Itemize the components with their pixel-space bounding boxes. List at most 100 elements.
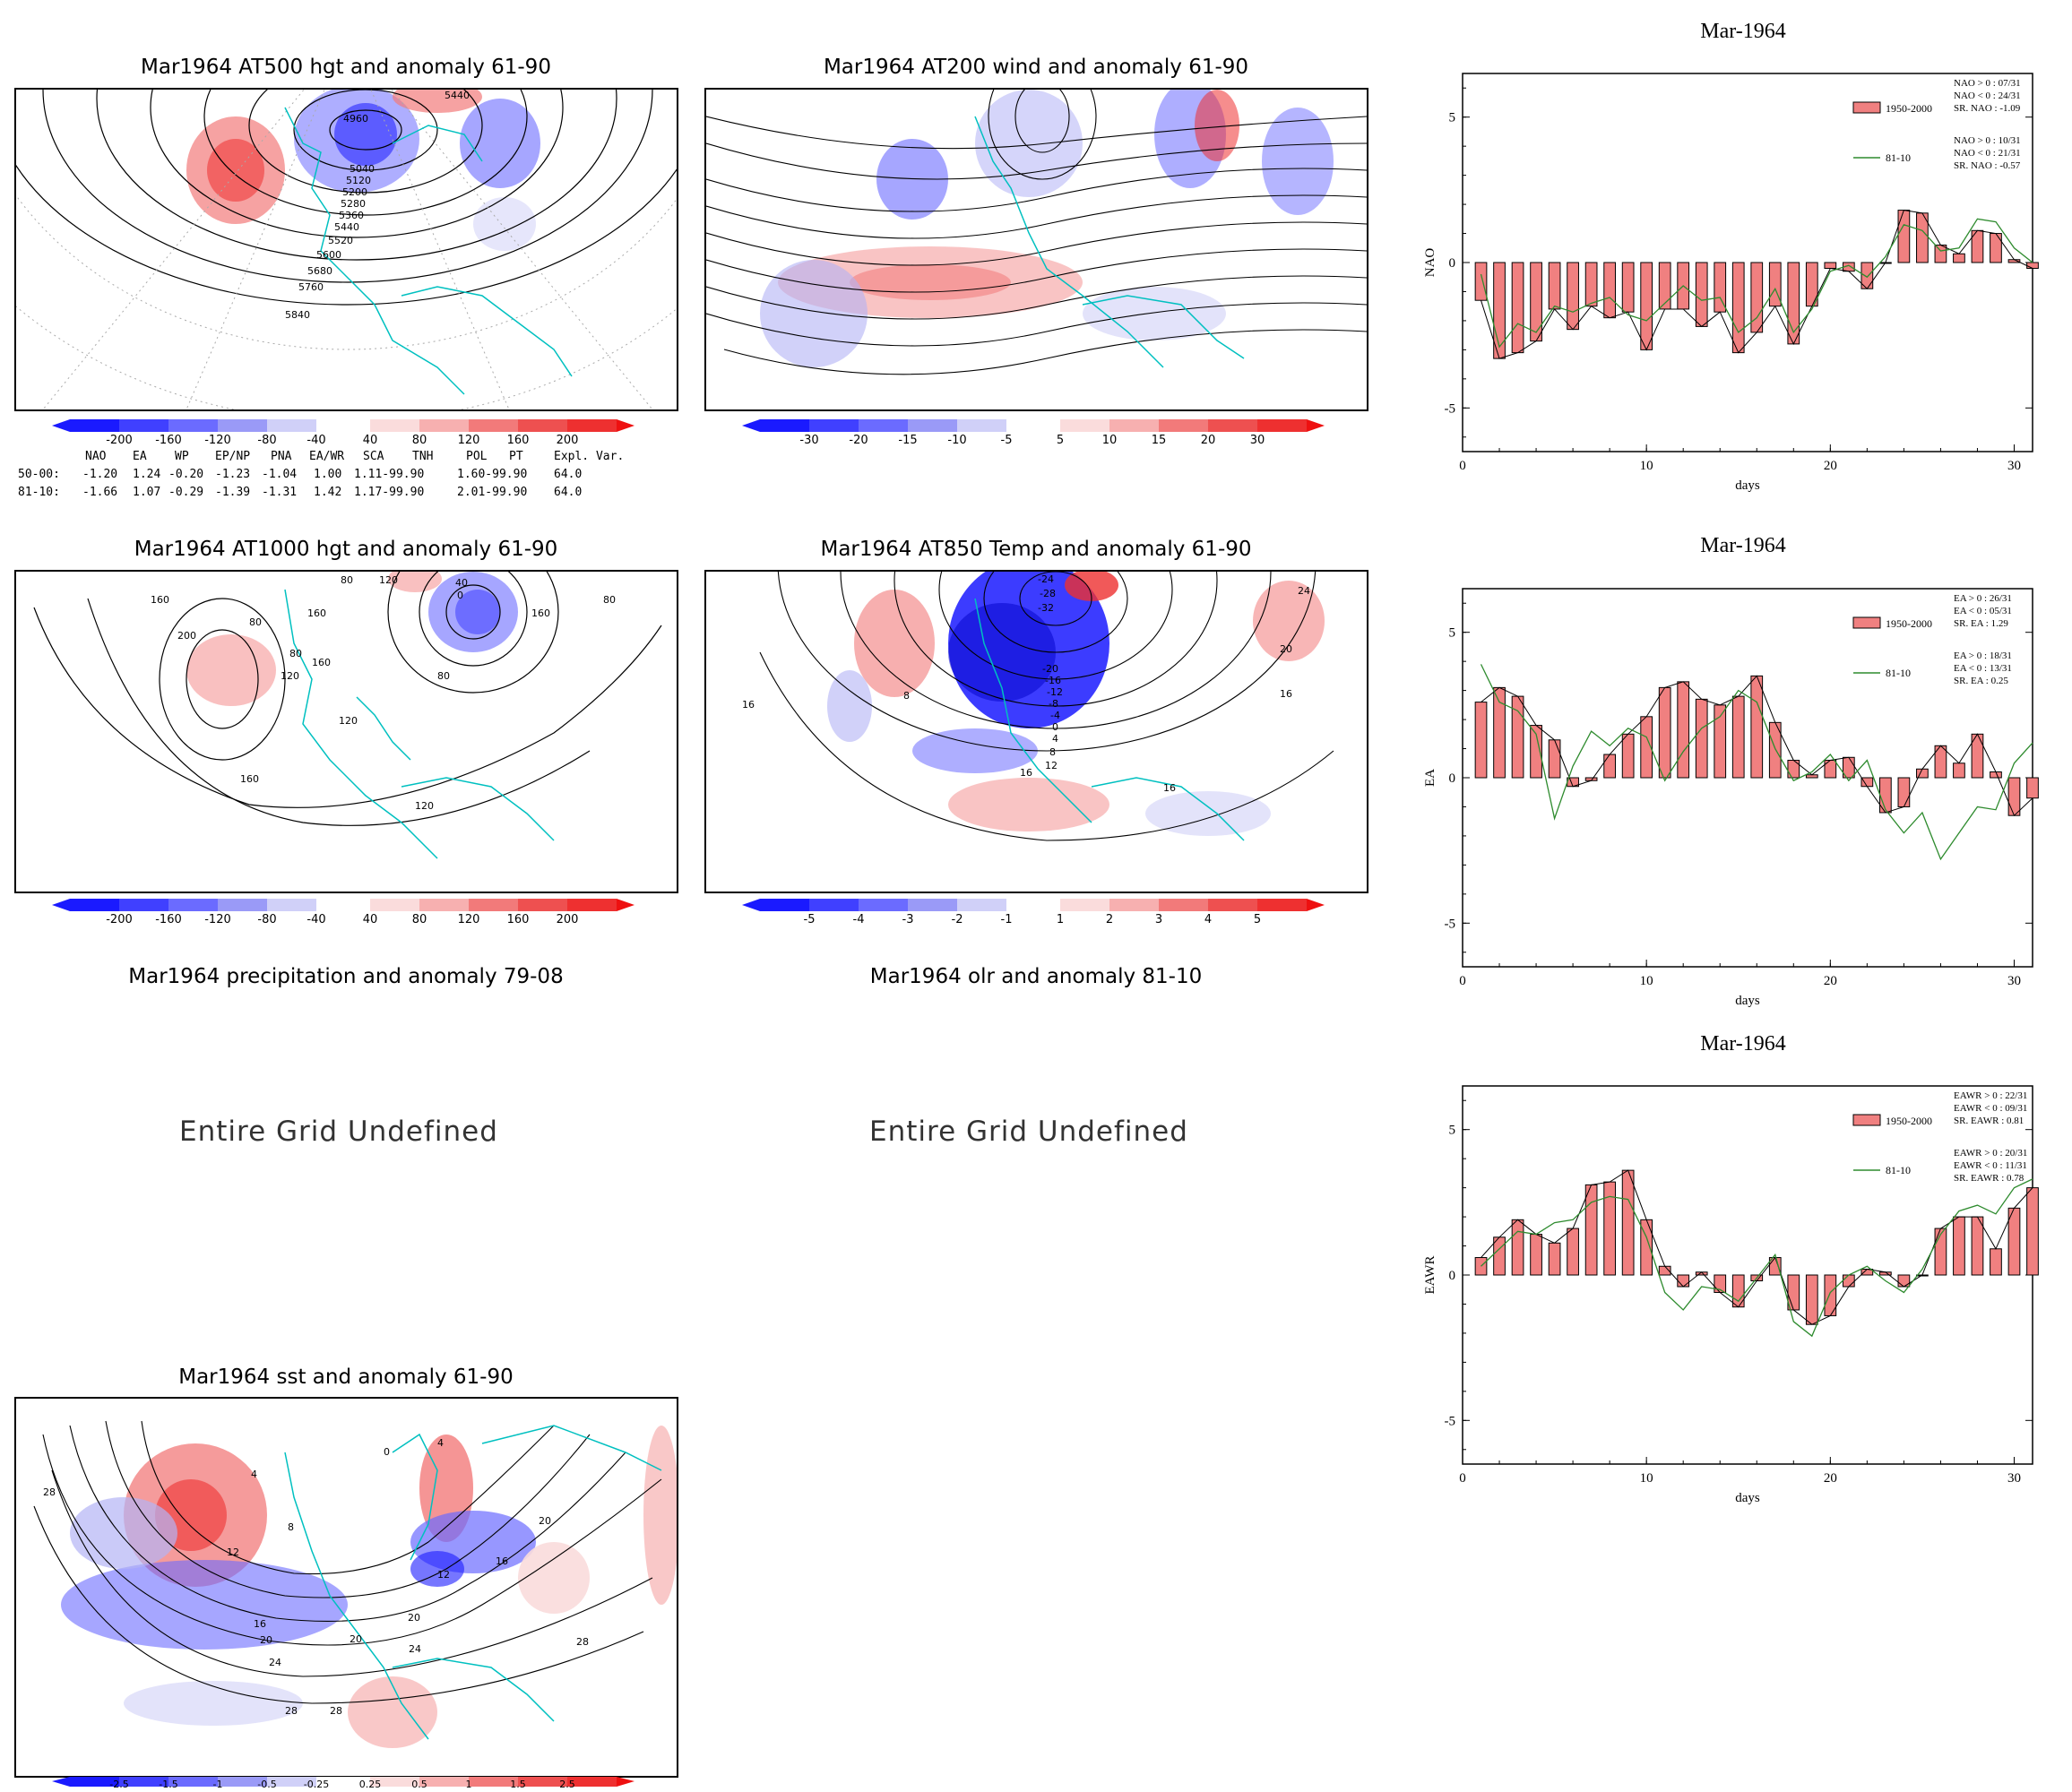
legend-line-label: 81-10: [1886, 667, 1911, 679]
y-tick-label: 5: [1449, 1124, 1456, 1138]
height-contours: [33, 572, 662, 826]
map-panel-1000hgt: 160 200 80 120 160 120 80 40 0 160 80 16…: [14, 570, 678, 893]
ts-chart-ea: 5 0 -5 0 10 20 30 days EA 1950-2000 EA > 0 : 26/31…: [1416, 578, 2043, 1017]
map-panel-500hgt: 4960 5040 5120 5200 5280 5360 5440 5520 …: [14, 88, 678, 411]
bar: [2026, 1187, 2039, 1276]
grid-arcs: [16, 90, 677, 409]
colorbar-850: -5 -4 -3 -2 -1 1 2 3 4 5: [742, 899, 1325, 935]
svg-text:0: 0: [1052, 721, 1058, 733]
svg-text:16: 16: [254, 1618, 266, 1630]
svg-text:160: 160: [312, 657, 331, 668]
legend-bar-stat: EA > 0 : 26/31: [1954, 593, 2012, 604]
svg-text:200: 200: [177, 630, 196, 642]
bar: [1897, 1274, 1911, 1288]
svg-text:5760: 5760: [298, 281, 324, 293]
svg-text:4: 4: [251, 1469, 257, 1480]
y-tick-label: -5: [1445, 401, 1456, 416]
svg-text:16: 16: [1280, 688, 1292, 700]
svg-text:20: 20: [539, 1515, 551, 1527]
bar: [1621, 262, 1635, 313]
legend-line-stat: NAO > 0 : 10/31: [1954, 135, 2021, 146]
ts-title-eawr: Mar-1964: [1700, 1032, 1786, 1055]
bar: [1603, 754, 1616, 779]
plot-frame: [1462, 588, 2033, 968]
svg-text:-16: -16: [1045, 675, 1061, 686]
svg-text:80: 80: [289, 648, 302, 659]
bar: [1548, 739, 1561, 779]
series-line-1950-2000: [1481, 210, 2033, 359]
svg-text:-4: -4: [1050, 710, 1060, 721]
y-tick-label: 5: [1449, 111, 1456, 125]
bar: [1897, 210, 1911, 263]
coastlines: [974, 598, 1245, 841]
bar: [1897, 777, 1911, 807]
bar: [1677, 1274, 1690, 1288]
bar: [1953, 762, 1965, 779]
svg-text:5680: 5680: [307, 265, 332, 277]
svg-text:120: 120: [281, 670, 299, 682]
svg-text:-28: -28: [1040, 588, 1056, 599]
svg-text:4: 4: [1052, 733, 1058, 745]
x-tick-label: 30: [2007, 974, 2021, 988]
index-header-row: NAO EA WP EP/NP PNA EA/WR SCA TNH POL PT…: [85, 450, 625, 463]
bar: [1677, 681, 1690, 779]
x-tick-label: 20: [1824, 974, 1837, 988]
x-axis-label: days: [1735, 478, 1760, 493]
svg-text:160: 160: [151, 594, 169, 606]
legend-line-stat: SR. NAO : -0.57: [1954, 160, 2021, 171]
anomaly-shading: [760, 90, 1334, 367]
svg-text:-20: -20: [1042, 663, 1058, 675]
bar: [1990, 233, 2002, 263]
bar: [1548, 262, 1561, 310]
colorbar-1000: -200 -160 -120 -80 -40 40 80 120 160 200: [52, 899, 635, 935]
svg-text:120: 120: [415, 800, 434, 812]
svg-text:5280: 5280: [341, 198, 366, 210]
sst-contours: [33, 1420, 662, 1704]
bar: [1567, 1228, 1579, 1276]
bar: [1658, 262, 1671, 310]
map-title-850: Mar1964 AT850 Temp and anomaly 61-90: [820, 538, 1252, 561]
map-850-svg: -24 -28 -32 -20 -16 -12 -8 -4 0 4 8 12 1…: [742, 572, 1334, 841]
series-line-81-10: [1480, 218, 2033, 349]
legend-bar-label: 1950-2000: [1886, 1115, 1932, 1127]
svg-text:20: 20: [260, 1634, 272, 1646]
bar: [1750, 262, 1764, 333]
height-contours: [16, 90, 677, 306]
y-axis-label: EA: [1423, 769, 1437, 787]
bar: [1805, 1274, 1818, 1325]
bar: [1474, 702, 1488, 779]
svg-text:12: 12: [227, 1546, 239, 1558]
svg-text:20: 20: [1280, 643, 1292, 655]
bar: [2026, 262, 2039, 269]
index-row-81-10: 81-10: -1.66 1.07 -0.29 -1.39 -1.31 1.42…: [18, 486, 583, 499]
bar: [1695, 262, 1708, 327]
x-tick-label: 0: [1459, 974, 1466, 988]
svg-text:80: 80: [437, 670, 450, 682]
x-tick-label: 10: [1640, 459, 1653, 473]
svg-text:4960: 4960: [343, 113, 368, 125]
bar: [1567, 262, 1579, 331]
bar: [1695, 698, 1708, 779]
legend-bar-stat: EAWR < 0 : 09/31: [1954, 1103, 2027, 1114]
bar: [1750, 675, 1764, 779]
bar: [1621, 733, 1635, 779]
colorbar-sst: [52, 1777, 635, 1792]
svg-text:24: 24: [1298, 585, 1310, 597]
map-title-sst: Mar1964 sst and anomaly 61-90: [178, 1366, 514, 1389]
y-tick-label: -5: [1445, 917, 1456, 931]
bar: [1953, 1216, 1965, 1276]
legend-bar-stat: SR. EAWR : 0.81: [1954, 1116, 2024, 1126]
legend-bar-swatch: [1852, 1114, 1881, 1126]
svg-text:5040: 5040: [350, 163, 375, 175]
x-axis-label: days: [1735, 1491, 1760, 1505]
contour-labels: 4960 5040 5120 5200 5280 5360 5440 5520 …: [285, 90, 470, 321]
svg-text:5200: 5200: [342, 186, 367, 198]
ts-chart-nao: 5 0 -5 0 10 20 30 days NAO 1950-2000 NAO > 0 : 07/…: [1416, 63, 2043, 502]
svg-text:5360: 5360: [339, 210, 364, 221]
bar: [1731, 695, 1745, 779]
legend-line-label: 81-10: [1886, 1164, 1911, 1176]
bar: [1621, 1169, 1635, 1276]
x-tick-label: 20: [1824, 1471, 1837, 1486]
bar: [1511, 262, 1524, 354]
colorbar-500: -200 -160 -120 -80 -40 40 80 120 160 200: [52, 419, 635, 455]
